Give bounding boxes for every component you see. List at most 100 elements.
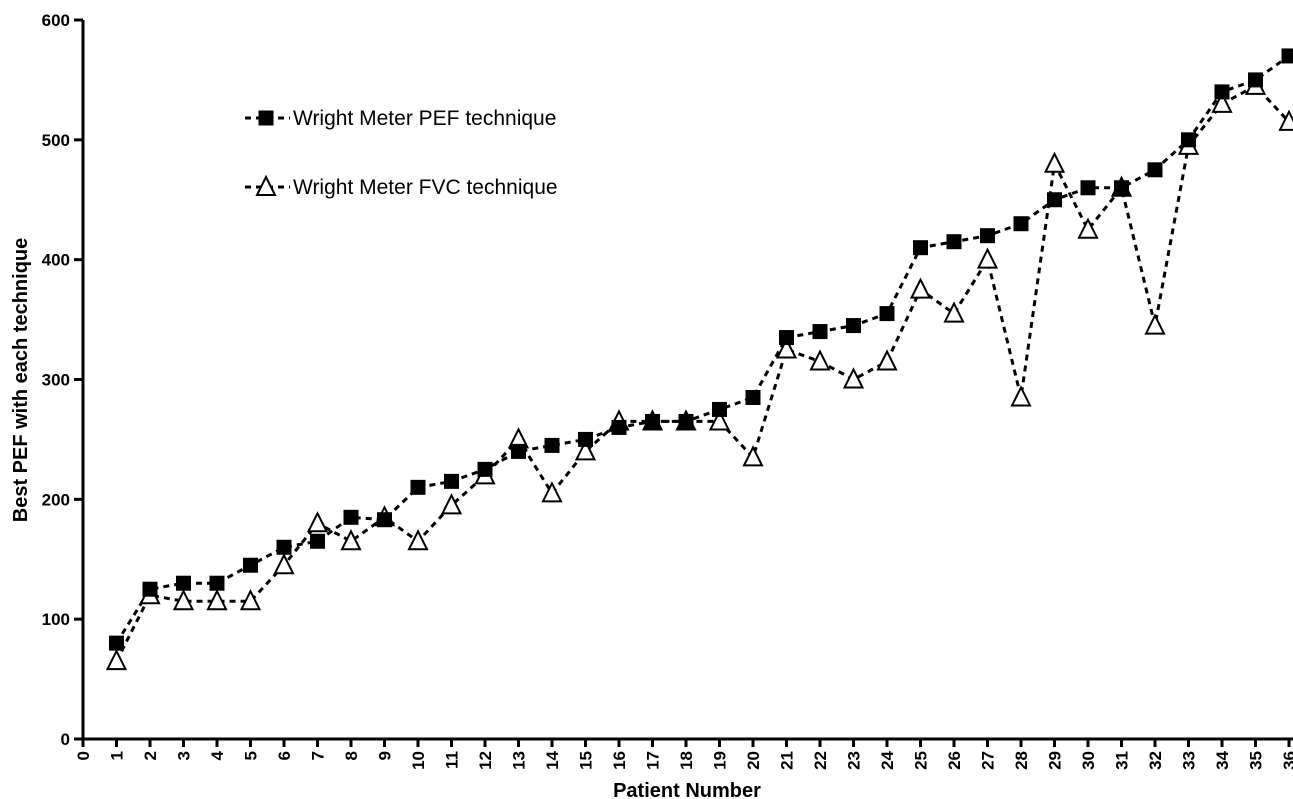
data-point-fvc [809, 349, 831, 371]
x-tick-label: 21 [778, 751, 797, 770]
series-line-1 [115, 54, 1290, 644]
x-tick-label: 0 [74, 751, 93, 760]
x-tick-label: 15 [577, 751, 596, 770]
legend-square-marker [258, 110, 274, 126]
data-point-pef [444, 473, 459, 489]
x-tick-label: 5 [242, 751, 261, 760]
data-point-pef [1013, 216, 1029, 232]
data-point-pef [1047, 192, 1062, 208]
x-tick-label: 8 [342, 751, 361, 760]
data-point-fvc [943, 301, 965, 323]
y-tick-label: 500 [42, 131, 70, 150]
data-point-pef [209, 575, 225, 591]
data-point-pef [1147, 162, 1163, 178]
data-point-fvc [1211, 91, 1233, 113]
data-point-fvc [842, 367, 865, 389]
x-tick-label: 25 [912, 751, 931, 770]
x-tick-label: 34 [1213, 750, 1232, 769]
data-point-pef [243, 557, 258, 573]
y-axis-label: Best PEF with each technique [10, 238, 32, 523]
data-point-pef [511, 443, 526, 459]
data-point-fvc [105, 648, 128, 671]
x-tick-label: 33 [1180, 751, 1199, 770]
data-point-fvc [574, 439, 597, 461]
data-point-pef [1080, 180, 1096, 196]
x-tick-label: 9 [376, 751, 395, 760]
data-point-fvc [876, 349, 898, 371]
legend: Wright Meter PEF technique Wright Meter F… [245, 107, 558, 199]
legend-label: Wright Meter FVC technique [293, 176, 558, 199]
data-point-pef [377, 512, 392, 528]
data-point-pef [913, 240, 928, 256]
x-tick-label: 6 [275, 751, 294, 760]
x-tick-label: 14 [543, 750, 562, 769]
data-point-pef [1248, 72, 1263, 88]
data-point-pef [410, 479, 426, 495]
data-point-pef [142, 581, 158, 597]
data-point-fvc [1144, 313, 1166, 335]
data-point-pef [980, 228, 995, 244]
y-tick-label: 600 [42, 11, 70, 30]
data-point-pef [812, 324, 828, 340]
x-tick-label: 23 [845, 751, 864, 770]
y-tick-label: 200 [42, 490, 70, 509]
data-point-fvc [775, 337, 798, 359]
data-point-pef [611, 419, 627, 435]
x-tick-label: 19 [711, 751, 730, 770]
data-point-fvc [1010, 385, 1032, 407]
data-point-fvc [340, 529, 362, 551]
data-point-pef [1281, 48, 1293, 64]
data-point-pef [879, 306, 895, 322]
data-point-fvc [206, 588, 228, 611]
data-point-fvc [239, 588, 262, 611]
series-markers [105, 48, 1293, 671]
data-point-pef [946, 234, 962, 250]
x-tick-label: 4 [208, 750, 227, 760]
data-point-fvc [1043, 151, 1066, 173]
data-point-pef [310, 533, 325, 549]
data-point-fvc [541, 481, 563, 503]
x-tick-label: 13 [510, 751, 529, 770]
x-tick-label: 17 [644, 751, 663, 770]
data-point-fvc [909, 277, 932, 299]
data-point-pef [477, 461, 493, 477]
data-point-pef [678, 413, 694, 429]
x-tick-label: 26 [945, 751, 964, 770]
data-point-pef [1214, 84, 1230, 100]
data-point-fvc [742, 445, 764, 467]
x-tick-label: 28 [1012, 751, 1031, 770]
data-point-pef [779, 330, 794, 346]
x-tick-label: 16 [610, 751, 629, 770]
x-tick-label: 22 [811, 751, 830, 770]
x-tick-label: 3 [175, 751, 194, 760]
legend-triangle-marker [255, 174, 277, 196]
data-point-pef [276, 539, 292, 555]
data-point-fvc [407, 529, 429, 551]
data-point-pef [109, 635, 124, 651]
data-point-fvc [708, 409, 731, 431]
x-tick-label: 35 [1247, 751, 1266, 770]
data-point-pef [645, 413, 660, 429]
data-point-pef [343, 509, 359, 525]
x-tick-label: 30 [1079, 751, 1098, 770]
data-point-pef [578, 431, 593, 447]
data-point-pef [846, 318, 861, 334]
series-line-2 [115, 84, 1291, 662]
data-point-fvc [306, 511, 329, 533]
y-tick-label: 0 [61, 730, 70, 749]
x-tick-label: 10 [409, 751, 428, 770]
legend-label: Wright Meter PEF technique [293, 107, 556, 130]
data-point-pef [1114, 180, 1129, 196]
data-point-fvc [440, 493, 463, 515]
x-tick-label: 20 [744, 751, 763, 770]
data-point-fvc [1278, 109, 1293, 131]
x-tick-label: 36 [1280, 751, 1293, 770]
data-point-fvc [273, 553, 295, 575]
y-tick-label: 100 [42, 610, 70, 629]
data-point-fvc [1077, 217, 1099, 239]
x-tick-label: 27 [979, 751, 998, 770]
data-point-pef [745, 389, 761, 405]
